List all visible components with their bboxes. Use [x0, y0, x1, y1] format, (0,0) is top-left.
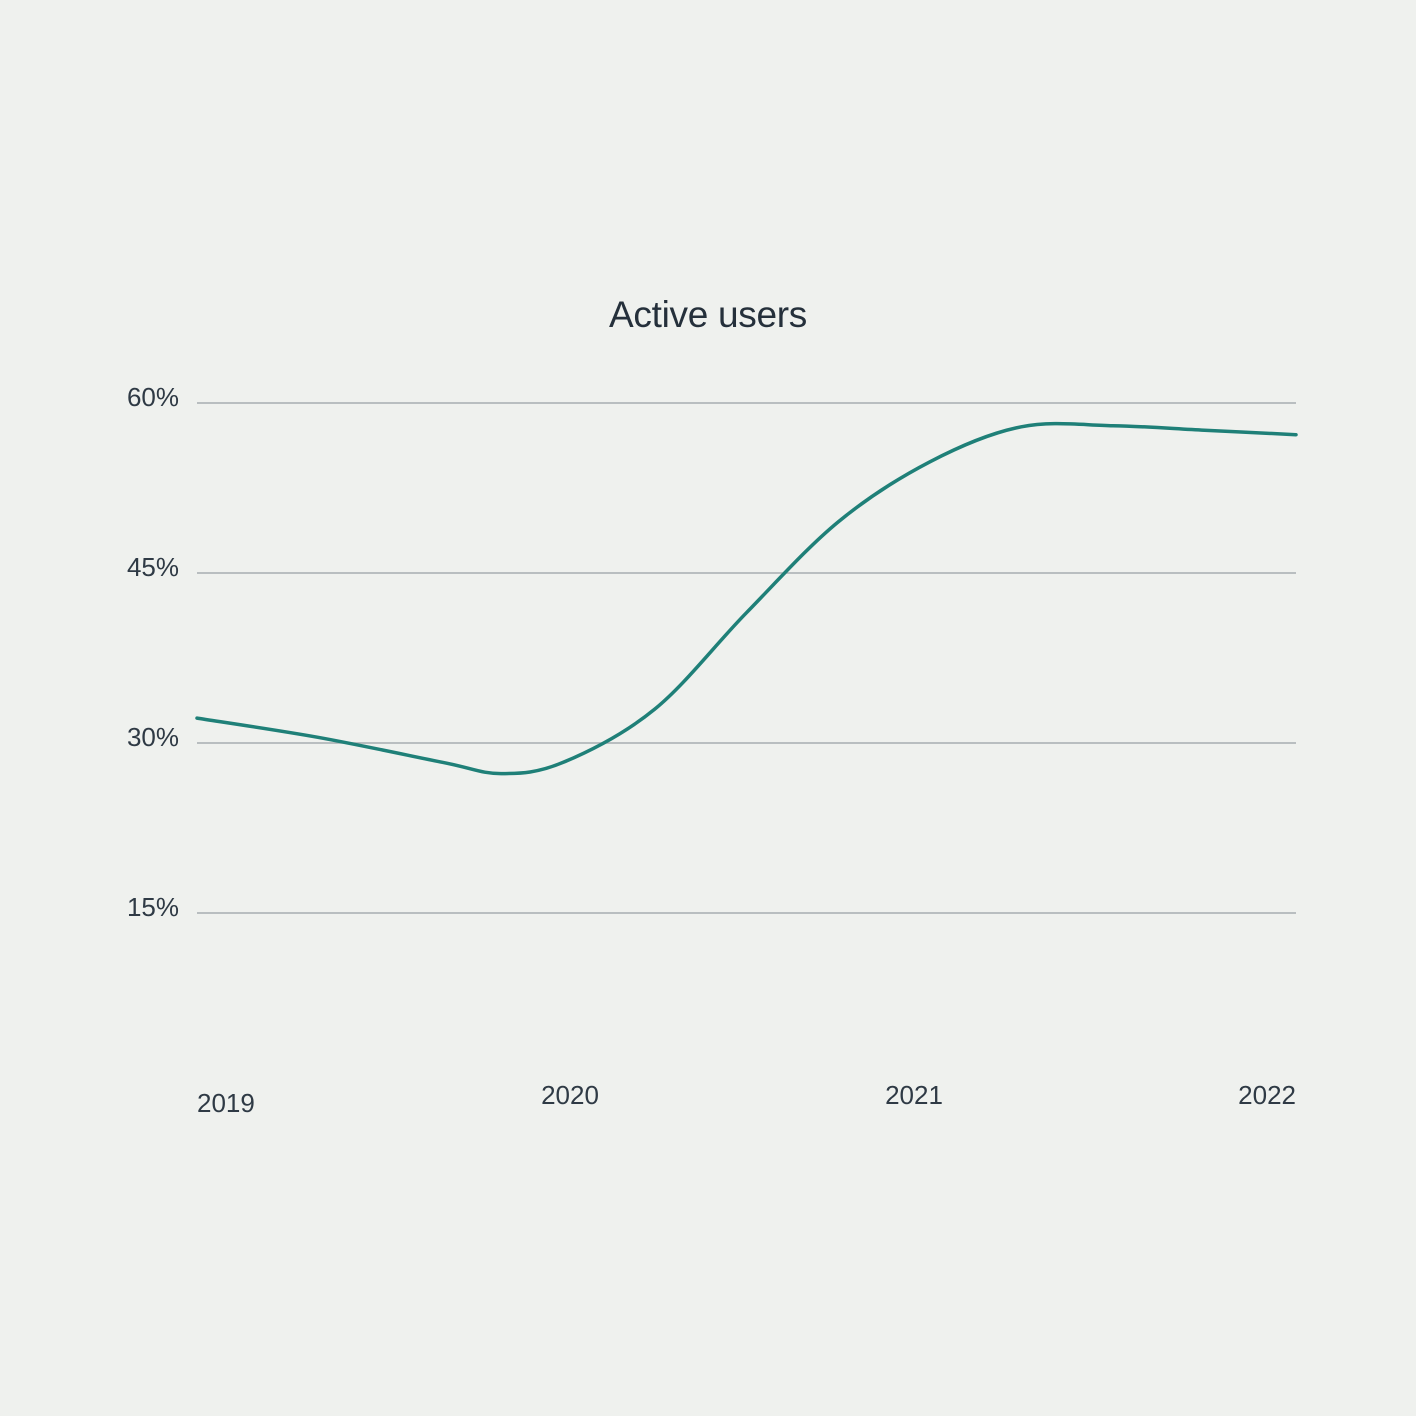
x-tick-label: 2020 [541, 1080, 599, 1110]
x-axis-ticks: 2019 2020 2021 2022 [197, 1080, 1296, 1118]
y-tick-label: 60% [127, 382, 179, 412]
gridlines [197, 402, 1296, 914]
y-tick-label: 15% [127, 892, 179, 922]
y-tick-label: 30% [127, 722, 179, 752]
x-tick-label: 2019 [197, 1088, 255, 1118]
y-axis-ticks: 15% 30% 45% 60% [127, 382, 179, 922]
series-line-0 [195, 421, 1298, 776]
series-group [195, 421, 1298, 776]
x-tick-label: 2021 [885, 1080, 943, 1110]
x-tick-label: 2022 [1238, 1080, 1296, 1110]
y-tick-label: 45% [127, 552, 179, 582]
chart-title: Active users [609, 294, 807, 335]
